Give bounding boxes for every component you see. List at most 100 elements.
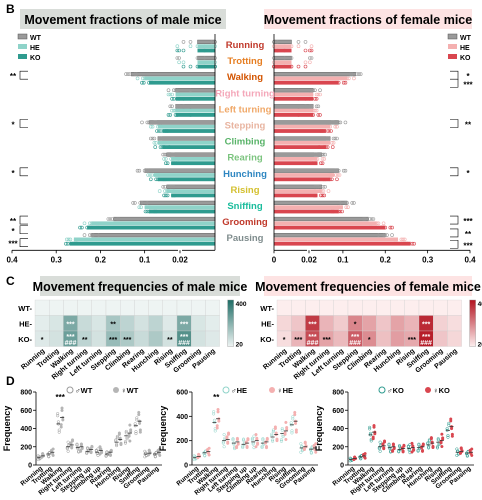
scatter-wt-tick-label: 200 [20, 444, 32, 451]
female-heatmap-cell [305, 299, 320, 316]
male-heatmap-cell [49, 315, 64, 332]
scatter-wt-legend-female: ♀WT [121, 386, 139, 395]
male-point [64, 241, 68, 246]
scatter-he-point [309, 451, 313, 455]
female-heatmap-scale-max: 400 [478, 301, 482, 308]
female-bar [274, 161, 318, 166]
female-point [323, 152, 327, 157]
male-point [195, 44, 200, 49]
scatter-he-point [236, 442, 240, 446]
female-point [315, 157, 320, 161]
female-point [324, 136, 329, 141]
male-title-box [20, 9, 226, 29]
male-sig-bracket [19, 167, 28, 177]
male-point [188, 108, 193, 113]
scatter-he-ylabel: Frequency [158, 406, 168, 452]
male-point [181, 64, 186, 69]
male-point [177, 48, 181, 53]
female-point [336, 168, 341, 173]
scatter-he-point [294, 421, 298, 425]
male-point [155, 129, 159, 133]
scatter-wt-point [79, 449, 83, 453]
female-bar [274, 241, 411, 246]
male-point [141, 80, 146, 85]
female-heatmap-cell [447, 330, 462, 347]
female-point [399, 237, 404, 242]
male-point [140, 201, 144, 205]
female-point [341, 80, 346, 85]
scatter-he-point [271, 439, 275, 443]
female-point [296, 44, 301, 49]
behavior-label: Hunching [223, 169, 267, 180]
male-heatmap-cell [148, 330, 163, 347]
male-point [127, 72, 132, 76]
female-point [330, 177, 334, 182]
scatter-wt-point [153, 455, 157, 459]
male-point [181, 104, 186, 109]
female-point [402, 241, 406, 246]
female-point [381, 233, 386, 237]
female-point [275, 48, 280, 53]
female-point [338, 76, 343, 81]
male-point [168, 92, 173, 97]
scatter-ko-point [427, 445, 431, 449]
female-point [327, 173, 332, 177]
female-point [350, 72, 355, 76]
male-point [176, 157, 181, 161]
male-point [143, 209, 148, 214]
female-point [321, 189, 326, 193]
female-point [314, 92, 319, 97]
female-point [318, 88, 322, 92]
female-point [388, 225, 393, 230]
female-heatmap-row-label: WT- [260, 304, 274, 313]
male-point [65, 237, 69, 242]
female-point [394, 237, 399, 242]
female-point [333, 80, 338, 85]
scatter-ko-point [359, 457, 363, 461]
female-heatmap-cell [433, 330, 448, 347]
scatter-ko-point [417, 442, 421, 446]
scatter-wt-tick-label: 600 [20, 408, 32, 415]
female-heatmap-cell [291, 299, 306, 316]
behavior-labels: Running Trotting Walking Right turning Left … [215, 40, 275, 244]
scatter-wt-point [134, 430, 138, 434]
male-point [144, 205, 149, 209]
scatter-he-point [213, 429, 217, 433]
scatter-he-point [222, 445, 226, 449]
female-point [338, 201, 343, 205]
scatter-ko-legend-male: ♂KO [387, 386, 404, 395]
scatter-ko-ylabel: Frequency [314, 406, 324, 452]
scatter-ko-point [397, 444, 402, 448]
scatter-he-point [300, 445, 304, 449]
female-point [346, 205, 350, 209]
male-heatmap-cell [134, 315, 149, 332]
female-heatmap-cell [433, 315, 448, 332]
scatter-wt-point [123, 441, 128, 445]
scatter-wt-point [115, 442, 119, 447]
female-point [316, 104, 321, 109]
male-point [148, 173, 152, 177]
male-point [74, 241, 79, 246]
female-point [322, 157, 327, 161]
male-point [71, 241, 75, 246]
scatter-wt-point [114, 438, 118, 442]
scatter-wt-point [56, 414, 60, 418]
scatter-wt-point [70, 439, 75, 443]
scatter-wt-point [66, 449, 70, 453]
scatter-ko-point [439, 441, 443, 445]
behavior-label: Trotting [227, 56, 263, 67]
male-heatmap-cell [91, 330, 107, 347]
male-heatmap-cell [120, 315, 135, 332]
female-heatmap: WT-HE- *** * ***KO- * *** ***### *** ***### * *** *… [260, 299, 482, 381]
female-point [303, 97, 308, 101]
female-legend-label: WT [460, 35, 472, 42]
male-legend: WT HE KO [17, 33, 42, 62]
scatter-he-point [291, 415, 295, 419]
male-heatmap-sig-mark: *** [66, 321, 74, 328]
female-bar [274, 76, 348, 81]
scatter-he-point [299, 442, 303, 446]
male-sig-mark: ** [10, 72, 17, 81]
male-heatmap-cell [105, 299, 121, 316]
male-heatmap-cell [34, 299, 50, 316]
female-bar [274, 205, 343, 210]
